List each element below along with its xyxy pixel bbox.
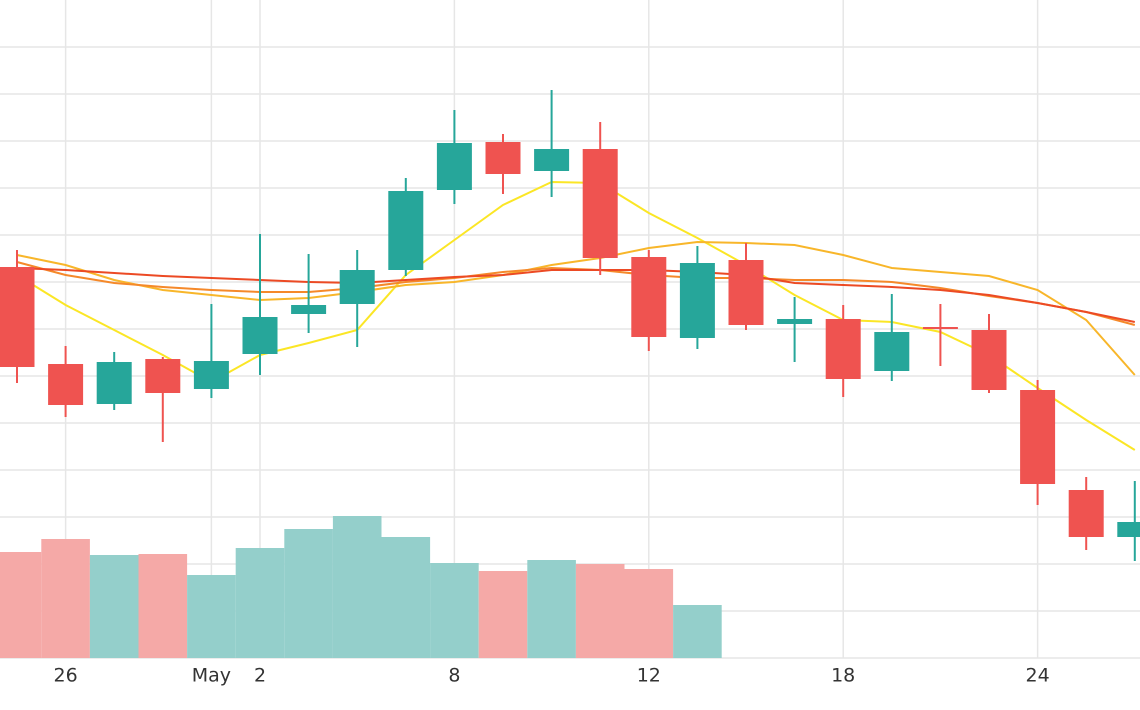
candle-body (193, 361, 229, 389)
candle-body (534, 149, 570, 171)
volume-bar (0, 552, 42, 658)
candle-body (582, 149, 618, 258)
x-tick-label: 8 (448, 665, 460, 687)
x-tick-label: 24 (1026, 665, 1050, 687)
candle-body (291, 305, 327, 314)
candle-body (1020, 390, 1056, 484)
candle-body (874, 332, 910, 371)
volume-bars (0, 516, 722, 658)
x-axis: 26 May 2 8 12 18 24 (54, 665, 1050, 687)
candle-body (0, 267, 35, 367)
candle-body (777, 319, 813, 324)
candles (0, 90, 1140, 561)
candle-body (485, 142, 521, 174)
candle-body (922, 327, 958, 329)
candle-body (388, 191, 424, 270)
volume-bar (284, 529, 333, 658)
ma-line (16, 267, 1136, 323)
candle-body (145, 359, 181, 393)
candle-body (679, 263, 715, 338)
candle-body (339, 270, 375, 304)
volume-bar (332, 516, 382, 658)
volume-bar (527, 560, 576, 658)
ma-line (16, 240, 1136, 376)
grid (0, 0, 1140, 659)
candle-body (48, 364, 84, 405)
moving-averages (16, 180, 1136, 451)
ma-line (16, 180, 1136, 451)
volume-bar (41, 539, 90, 658)
volume-bar (575, 564, 625, 658)
candle-body (825, 319, 861, 379)
volume-bar (89, 555, 139, 658)
candle-body (1117, 522, 1140, 537)
candle-body (96, 362, 132, 404)
volume-bar (381, 537, 431, 658)
candle-body (1068, 490, 1104, 537)
x-tick-label: 26 (54, 665, 78, 687)
candle-body (728, 260, 764, 325)
volume-bar (187, 575, 236, 658)
x-tick-label: 2 (254, 665, 266, 687)
candle-body (436, 143, 472, 190)
x-tick-label: May (192, 665, 231, 687)
volume-bar (235, 548, 285, 658)
volume-bar (673, 605, 722, 658)
x-tick-label: 12 (637, 665, 661, 687)
volume-bar (138, 554, 188, 658)
candle-body (971, 330, 1007, 390)
volume-bar (624, 569, 674, 658)
candle-body (242, 317, 278, 354)
volume-bar (430, 563, 479, 658)
candle-body (631, 257, 667, 337)
x-tick-label: 18 (831, 665, 855, 687)
volume-bar (478, 571, 528, 658)
